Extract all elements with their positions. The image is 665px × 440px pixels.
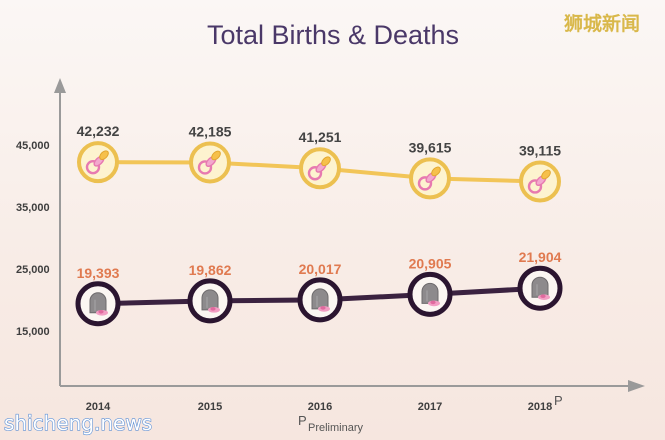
tombstone-icon <box>531 276 550 300</box>
births-data-label: 39,615 <box>409 139 452 155</box>
deaths-series: 19,393 19,862 20,017 20,905 21,904 <box>75 249 563 327</box>
deaths-point <box>75 281 121 327</box>
x-tick-label: 2016 <box>308 401 332 413</box>
chart-title: Total Births & Deaths <box>207 20 459 50</box>
deaths-data-label: 20,905 <box>409 255 452 271</box>
series-layer: 42,232 42,185 41,251 39,615 39,115 19,393 19,8… <box>75 123 563 327</box>
baby-pacifier-icon <box>527 169 551 194</box>
x-tick-label: 2018 <box>528 401 552 413</box>
y-axis-arrow-icon <box>54 78 66 93</box>
baby-pacifier-icon <box>197 150 221 175</box>
births-data-label: 42,232 <box>77 123 120 139</box>
x-axis <box>60 380 645 392</box>
births-point <box>189 141 231 184</box>
tombstone-icon <box>201 289 220 313</box>
watermark-cn: 狮城新闻 <box>564 12 640 35</box>
x-tick-superscript: P <box>554 393 563 408</box>
tombstone-icon <box>89 292 108 316</box>
x-tick-label: 2014 <box>86 401 111 413</box>
births-data-label: 42,185 <box>189 123 232 139</box>
baby-pacifier-icon <box>417 166 441 191</box>
x-ticks: 2014 2015 2016 2017 2018 P <box>86 393 563 413</box>
deaths-point <box>407 271 453 317</box>
watermark-site: shicheng.news <box>4 411 152 435</box>
births-point <box>299 147 341 190</box>
births-series: 42,232 42,185 41,251 39,615 39,115 <box>77 123 561 203</box>
x-axis-arrow-icon <box>628 380 645 392</box>
deaths-data-label: 21,904 <box>519 249 562 265</box>
baby-pacifier-icon <box>307 156 331 181</box>
x-tick-label: 2017 <box>418 401 442 413</box>
deaths-data-label: 20,017 <box>299 261 342 277</box>
births-point <box>409 157 451 200</box>
y-tick-label: 15,000 <box>16 326 50 338</box>
births-data-label: 39,115 <box>519 142 561 158</box>
footnote: P Preliminary <box>298 413 364 434</box>
births-point <box>519 160 561 203</box>
deaths-data-label: 19,393 <box>77 265 120 281</box>
y-axis <box>54 78 66 386</box>
y-tick-label: 35,000 <box>16 202 50 214</box>
births-point <box>77 141 119 184</box>
y-tick-label: 45,000 <box>16 140 50 152</box>
y-ticks: 15,000 25,000 35,000 45,000 <box>16 140 50 338</box>
footnote-marker: P <box>298 413 307 428</box>
tombstone-icon <box>421 282 440 307</box>
deaths-point <box>187 278 233 324</box>
tombstone-icon <box>311 288 330 312</box>
deaths-point <box>517 265 563 311</box>
deaths-point <box>297 277 343 323</box>
baby-pacifier-icon <box>85 150 109 175</box>
footnote-text: Preliminary <box>308 422 364 434</box>
births-data-label: 41,251 <box>299 129 342 145</box>
deaths-data-label: 19,862 <box>189 262 232 278</box>
y-tick-label: 25,000 <box>16 264 50 276</box>
x-tick-label: 2015 <box>198 401 222 413</box>
